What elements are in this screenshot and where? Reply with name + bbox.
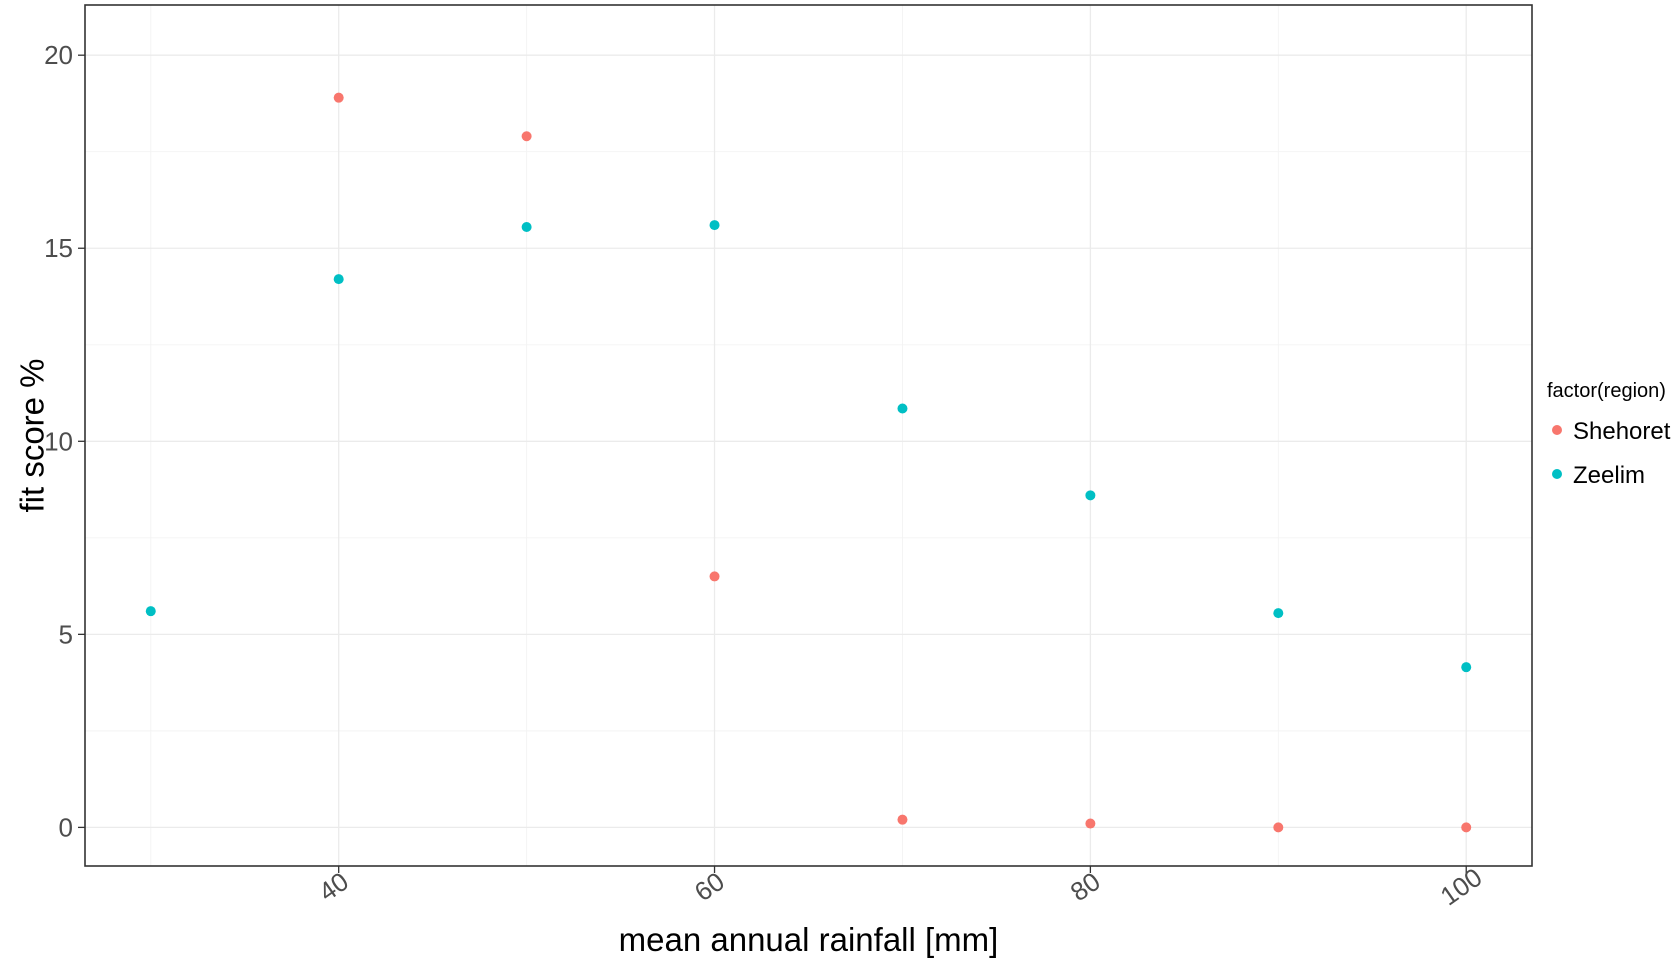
data-point-zeelim [521,222,532,233]
data-point-zeelim [897,403,908,414]
data-point-zeelim [333,274,344,285]
y-tick-label: 20 [44,40,73,70]
data-point-shehoret [1461,822,1472,833]
y-axis-title: fit score % [14,358,51,512]
y-tick-label: 15 [44,233,73,263]
data-point-shehoret [1273,822,1284,833]
legend-key-zeelim [1552,469,1562,479]
x-tick-label: 100 [1435,862,1488,911]
plot-panel-border [84,4,1533,867]
y-tick-label: 0 [59,812,73,842]
y-tick-label: 10 [44,426,73,456]
legend-key-shehoret [1552,425,1562,435]
legend-label-shehoret: Shehoret [1573,418,1671,445]
grid-layer [85,5,1532,866]
data-point-zeelim [1461,662,1472,673]
data-point-shehoret [521,131,532,142]
data-point-shehoret [709,571,720,582]
data-point-zeelim [709,220,720,231]
legend-title: factor(region) [1547,380,1666,402]
y-tick-label: 5 [59,619,73,649]
legend-items: Shehoret Zeelim [1552,418,1671,489]
x-tick-label: 80 [1065,866,1106,907]
axis-layer: 0 5 10 15 20 40 60 80 100 [44,40,1487,911]
data-point-shehoret [333,92,344,103]
data-point-zeelim [1085,490,1096,501]
legend: factor(region) Shehoret Zeelim [1547,380,1671,489]
x-axis-title: mean annual rainfall [mm] [619,921,999,958]
data-point-zeelim [145,606,156,617]
data-point-zeelim [1273,608,1284,619]
x-tick-label: 60 [689,866,730,907]
x-tick-label: 40 [313,866,354,907]
legend-label-zeelim: Zeelim [1573,462,1645,489]
data-point-shehoret [1085,818,1096,829]
points-layer [145,92,1472,833]
data-point-shehoret [897,814,908,825]
